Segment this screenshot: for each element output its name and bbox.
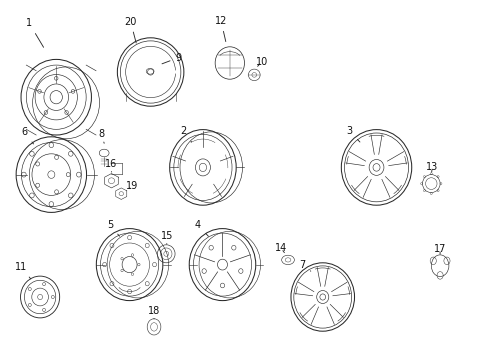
Text: 1: 1 [26, 18, 43, 47]
Text: 12: 12 [214, 16, 227, 41]
Text: 15: 15 [161, 231, 173, 244]
Text: 8: 8 [99, 129, 104, 143]
Text: 16: 16 [105, 159, 118, 172]
Text: 3: 3 [346, 126, 359, 142]
Text: 9: 9 [162, 53, 181, 64]
Text: 14: 14 [274, 243, 287, 253]
Text: 11: 11 [15, 262, 31, 279]
Text: 19: 19 [125, 181, 138, 191]
Text: 2: 2 [180, 126, 191, 142]
Text: 4: 4 [195, 220, 208, 236]
Text: 13: 13 [425, 162, 438, 172]
Text: 18: 18 [147, 306, 160, 319]
Text: 10: 10 [255, 57, 267, 67]
Text: 17: 17 [433, 244, 446, 254]
Text: 20: 20 [124, 17, 137, 43]
Text: 7: 7 [299, 260, 310, 271]
Text: 6: 6 [21, 127, 34, 144]
Text: 5: 5 [107, 220, 119, 236]
